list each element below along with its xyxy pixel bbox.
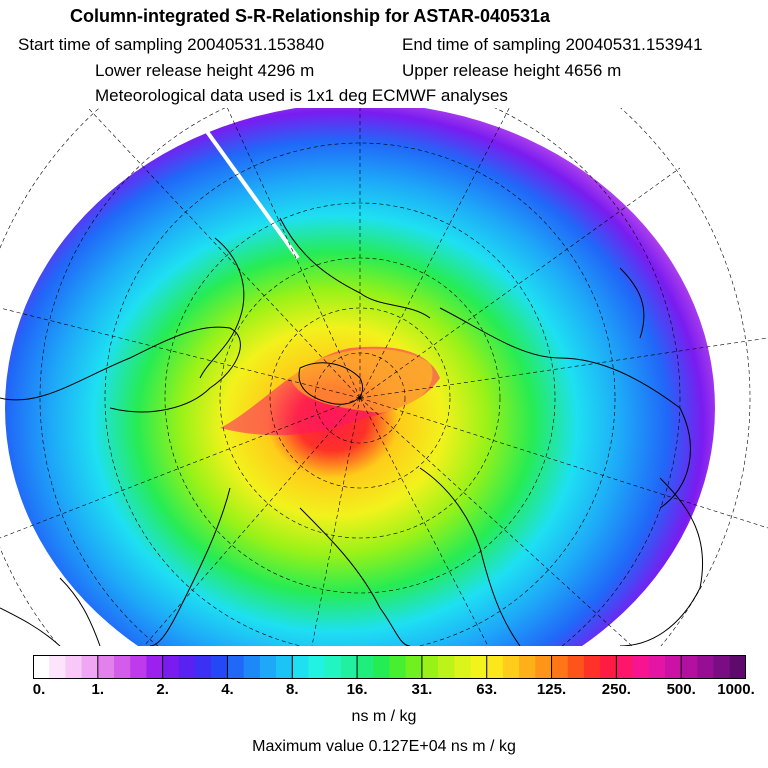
colorbar-swatch — [729, 655, 746, 679]
colorbar-swatch — [519, 655, 536, 679]
colorbar-swatch — [292, 655, 309, 679]
upper-height-label: Upper release height 4656 m — [402, 61, 622, 80]
colorbar — [33, 655, 746, 679]
start-time-label: Start time of sampling 20040531.153840 — [18, 35, 325, 54]
colorbar-swatch — [454, 655, 472, 679]
colorbar-swatch — [227, 655, 245, 679]
colorbar-swatch — [114, 655, 131, 679]
colorbar-swatch — [502, 655, 520, 679]
colorbar-tick-label: 16. — [346, 681, 368, 698]
colorbar-swatch — [373, 655, 390, 679]
lower-height-label: Lower release height 4296 m — [95, 61, 315, 80]
colorbar-swatch — [324, 655, 342, 679]
colorbar-swatch — [486, 655, 504, 679]
colorbar-tick-label: 1000. — [717, 681, 755, 698]
colorbar-swatch — [616, 655, 634, 679]
colorbar-swatch — [65, 655, 83, 679]
colorbar-swatch — [357, 655, 374, 679]
colorbar-swatch — [178, 655, 196, 679]
colorbar-swatch — [713, 655, 731, 679]
coastlines — [0, 217, 704, 646]
colorbar-swatch — [697, 655, 715, 679]
polar-map — [0, 108, 768, 646]
colorbar-swatch — [389, 655, 407, 679]
met-data-label: Meteorological data used is 1x1 deg ECMW… — [95, 86, 508, 105]
colorbar-swatch — [681, 655, 698, 679]
colorbar-swatch — [81, 655, 99, 679]
colorbar-swatch — [97, 655, 115, 679]
data-gap-streak — [188, 108, 300, 260]
colorbar-swatch — [130, 655, 147, 679]
colorbar-tick-label: 4. — [221, 681, 234, 698]
colorbar-swatch — [195, 655, 212, 679]
colorbar-tick-label: 1. — [91, 681, 105, 698]
end-time-label: End time of sampling 20040531.153941 — [402, 35, 703, 54]
max-value-label: Maximum value 0.127E+04 ns m / kg — [252, 738, 516, 755]
colorbar-units: ns m / kg — [351, 708, 417, 725]
colorbar-swatch — [583, 655, 601, 679]
colorbar-swatch — [551, 655, 569, 679]
colorbar-swatch — [276, 655, 293, 679]
map-title: Column-integrated S-R-Relationship for A… — [70, 6, 551, 26]
colorbar-tick-label: 31. — [411, 681, 433, 698]
colorbar-swatch — [421, 655, 439, 679]
colorbar-swatch — [600, 655, 617, 679]
colorbar-swatch — [567, 655, 585, 679]
colorbar-swatch — [211, 655, 228, 679]
graticule — [0, 108, 768, 646]
colorbar-swatch — [308, 655, 326, 679]
colorbar-swatch — [146, 655, 164, 679]
colorbar-tick-label: 63. — [476, 681, 498, 698]
colorbar-swatch — [470, 655, 488, 679]
colorbar-tick-label: 250. — [601, 681, 631, 698]
colorbar-swatch — [243, 655, 261, 679]
colorbar-tick-label: 8. — [286, 681, 299, 698]
colorbar-tick-label: 2. — [156, 681, 169, 698]
colorbar-swatch — [259, 655, 277, 679]
colorbar-swatch — [438, 655, 455, 679]
colorbar-swatch — [340, 655, 358, 679]
colorbar-tick-label: 125. — [536, 681, 567, 698]
colorbar-swatch — [405, 655, 423, 679]
colorbar-swatch — [33, 655, 50, 679]
colorbar-swatch — [632, 655, 650, 679]
colorbar-swatch — [648, 655, 666, 679]
colorbar-swatch — [664, 655, 682, 679]
colorbar-border — [33, 655, 746, 679]
colorbar-swatch — [49, 655, 66, 679]
colorbar-swatch — [535, 655, 553, 679]
colorbar-tick-label: 500. — [666, 681, 696, 698]
colorbar-swatch — [162, 655, 180, 679]
colorbar-tick-label: 0. — [32, 681, 46, 698]
